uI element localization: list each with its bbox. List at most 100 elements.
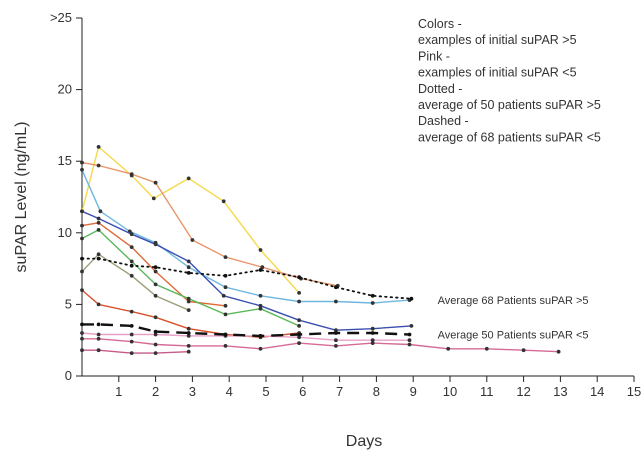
series-6-point xyxy=(297,324,301,328)
series-group xyxy=(80,145,561,355)
series-1-point xyxy=(221,199,226,204)
series-10-point xyxy=(334,344,338,348)
series-5-point xyxy=(186,299,191,304)
legend-line: Dashed - xyxy=(418,114,469,128)
legend-line: average of 50 patients suPAR >5 xyxy=(418,98,601,112)
series-9-point xyxy=(370,338,375,343)
series-7-point xyxy=(96,252,101,257)
x-tick-label: 5 xyxy=(262,384,269,399)
series-3-point xyxy=(186,265,191,270)
series-10-point xyxy=(96,336,101,341)
series-1-point xyxy=(96,145,101,149)
series-2-point xyxy=(96,163,101,168)
series-12-point xyxy=(297,275,301,280)
series-10-point xyxy=(521,348,526,353)
series-12-point xyxy=(409,296,414,301)
series-line-6 xyxy=(81,229,300,327)
series-8-point xyxy=(186,326,191,331)
series-13-point xyxy=(186,331,191,335)
series-4-point xyxy=(334,328,338,333)
series-5-point xyxy=(223,303,228,308)
y-tick-label: 20 xyxy=(58,82,72,97)
series-6-point xyxy=(258,306,263,311)
series-13-point xyxy=(258,334,263,338)
legend-line: average of 68 patients suPAR <5 xyxy=(418,130,601,144)
series-12-point xyxy=(153,265,158,270)
x-tick-label: 7 xyxy=(336,384,343,399)
series-4-point xyxy=(370,326,375,331)
legend-line: Colors - xyxy=(418,17,462,31)
legend: Colors - examples of initial suPAR >5 Pink… xyxy=(418,17,601,144)
y-tick-label: 0 xyxy=(65,368,72,383)
series-10-point xyxy=(484,346,489,351)
series-5-point xyxy=(129,245,134,250)
series-11-point xyxy=(186,349,191,354)
series-7-point xyxy=(80,269,84,274)
x-tick-label: 11 xyxy=(480,384,494,399)
series-line-7 xyxy=(81,253,189,311)
series-7-point xyxy=(129,273,134,278)
series-10-point xyxy=(80,336,84,341)
annotation-1: Average 68 Patients suPAR >5 xyxy=(438,295,589,307)
series-2-point xyxy=(260,265,265,270)
x-tick-label: 2 xyxy=(152,384,159,399)
x-tick-label: 8 xyxy=(373,384,380,399)
series-9-point xyxy=(96,332,101,337)
y-tick-label: 5 xyxy=(65,296,72,311)
series-3-point xyxy=(80,167,84,172)
series-9-point xyxy=(297,335,301,340)
series-7-point xyxy=(153,293,158,298)
series-6-point xyxy=(223,312,228,317)
series-3-point xyxy=(297,299,301,304)
series-9-point xyxy=(334,338,338,343)
x-tick-label: 1 xyxy=(115,384,122,399)
x-tick-label: 12 xyxy=(516,384,530,399)
series-3-point xyxy=(223,285,228,290)
series-2-point xyxy=(223,255,228,259)
x-tick-label: 9 xyxy=(410,384,417,399)
series-13-point xyxy=(80,322,84,327)
series-4-point xyxy=(221,293,226,298)
y-axis-title: suPAR Level (ng/mL) xyxy=(13,122,30,273)
series-6-point xyxy=(186,296,191,301)
x-tick-label: 6 xyxy=(299,384,306,399)
x-tick-label: 3 xyxy=(189,384,196,399)
series-11-point xyxy=(96,348,101,353)
series-4-point xyxy=(129,232,134,237)
series-10-point xyxy=(370,341,375,345)
series-6-point xyxy=(153,282,158,287)
series-12-point xyxy=(334,285,338,290)
series-13-point xyxy=(297,332,301,337)
legend-line: examples of initial suPAR <5 xyxy=(418,66,577,80)
series-4-point xyxy=(96,216,101,221)
series-line-1 xyxy=(81,146,300,294)
series-6-point xyxy=(96,228,101,232)
series-8-point xyxy=(80,288,84,292)
series-12-point xyxy=(370,293,375,298)
series-4-point xyxy=(409,324,414,328)
series-13-point xyxy=(370,331,375,335)
x-tick-label: 14 xyxy=(590,384,604,399)
series-5-point xyxy=(153,269,158,274)
x-tick-label: 15 xyxy=(627,384,641,399)
y-tick-label: 15 xyxy=(58,153,72,168)
x-tick-label: 10 xyxy=(443,384,457,399)
series-9-point xyxy=(80,331,84,335)
series-1-point xyxy=(258,248,263,252)
series-6-point xyxy=(129,259,134,264)
series-3-point xyxy=(334,299,338,304)
series-12-point xyxy=(223,273,228,278)
series-13-point xyxy=(407,332,412,337)
series-12-point xyxy=(96,256,101,261)
axes xyxy=(76,17,635,382)
legend-line: examples of initial suPAR >5 xyxy=(418,33,577,47)
series-4-point xyxy=(80,209,84,214)
series-3-point xyxy=(370,301,375,305)
series-10-point xyxy=(129,339,134,344)
series-4-point xyxy=(153,242,158,247)
series-12-point xyxy=(186,271,191,275)
series-5-point xyxy=(96,220,101,225)
series-5-point xyxy=(80,223,84,228)
series-3-point xyxy=(258,293,263,298)
